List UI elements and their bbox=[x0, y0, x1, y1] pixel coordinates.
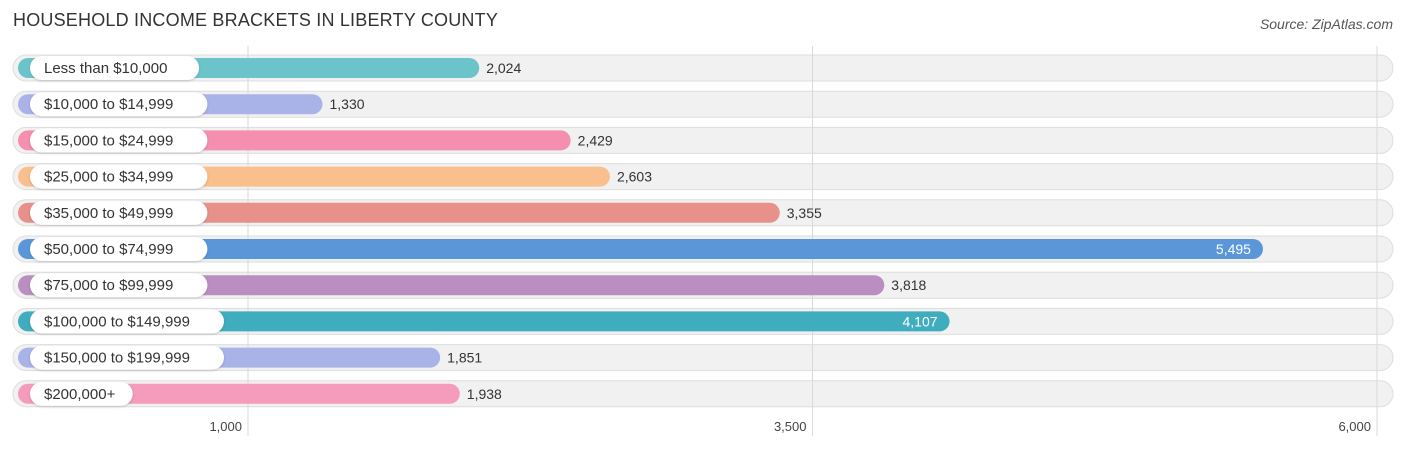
category-label-pill bbox=[30, 309, 224, 334]
category-label-pill bbox=[30, 164, 208, 189]
chart-title: HOUSEHOLD INCOME BRACKETS IN LIBERTY COU… bbox=[13, 10, 499, 30]
value-label: 4,107 bbox=[903, 313, 938, 329]
value-label: 5,495 bbox=[1216, 241, 1251, 257]
category-label-pill bbox=[30, 128, 208, 153]
chart-source: Source: ZipAtlas.com bbox=[1259, 16, 1393, 32]
bar bbox=[18, 275, 885, 296]
value-label: 2,429 bbox=[578, 132, 613, 148]
category-label-pill bbox=[30, 381, 133, 406]
category-label-pill bbox=[30, 56, 200, 80]
value-label: 1,851 bbox=[447, 350, 482, 366]
bar bbox=[18, 239, 1263, 259]
category-label-pill bbox=[30, 345, 224, 370]
category-label: $10,000 to $14,999 bbox=[44, 96, 173, 113]
x-tick-label: 3,500 bbox=[774, 419, 807, 434]
value-label: 1,938 bbox=[467, 386, 502, 402]
category-label: $100,000 to $149,999 bbox=[44, 313, 190, 330]
category-label: $150,000 to $199,999 bbox=[44, 350, 190, 367]
bar bbox=[18, 202, 780, 223]
category-label: $75,000 to $99,999 bbox=[44, 277, 173, 294]
category-label-pill bbox=[30, 237, 208, 261]
bar bbox=[18, 311, 950, 332]
bar-track bbox=[12, 90, 1394, 118]
category-label: $200,000+ bbox=[44, 386, 116, 403]
x-tick-label: 6,000 bbox=[1338, 419, 1371, 434]
x-tick-label: 1,000 bbox=[209, 419, 242, 434]
value-label: 1,330 bbox=[330, 96, 365, 112]
category-label-pill bbox=[30, 92, 208, 117]
value-label: 3,818 bbox=[891, 277, 926, 293]
value-label: 2,603 bbox=[617, 169, 652, 185]
value-label: 2,024 bbox=[486, 60, 521, 76]
category-label: $50,000 to $74,999 bbox=[44, 241, 173, 258]
category-label: $15,000 to $24,999 bbox=[44, 132, 173, 149]
category-label-pill bbox=[30, 200, 208, 225]
category-label-pill bbox=[30, 273, 208, 298]
value-label: 3,355 bbox=[787, 205, 822, 221]
category-label: Less than $10,000 bbox=[44, 60, 167, 77]
category-label: $35,000 to $49,999 bbox=[44, 205, 173, 222]
category-label: $25,000 to $34,999 bbox=[44, 169, 173, 186]
